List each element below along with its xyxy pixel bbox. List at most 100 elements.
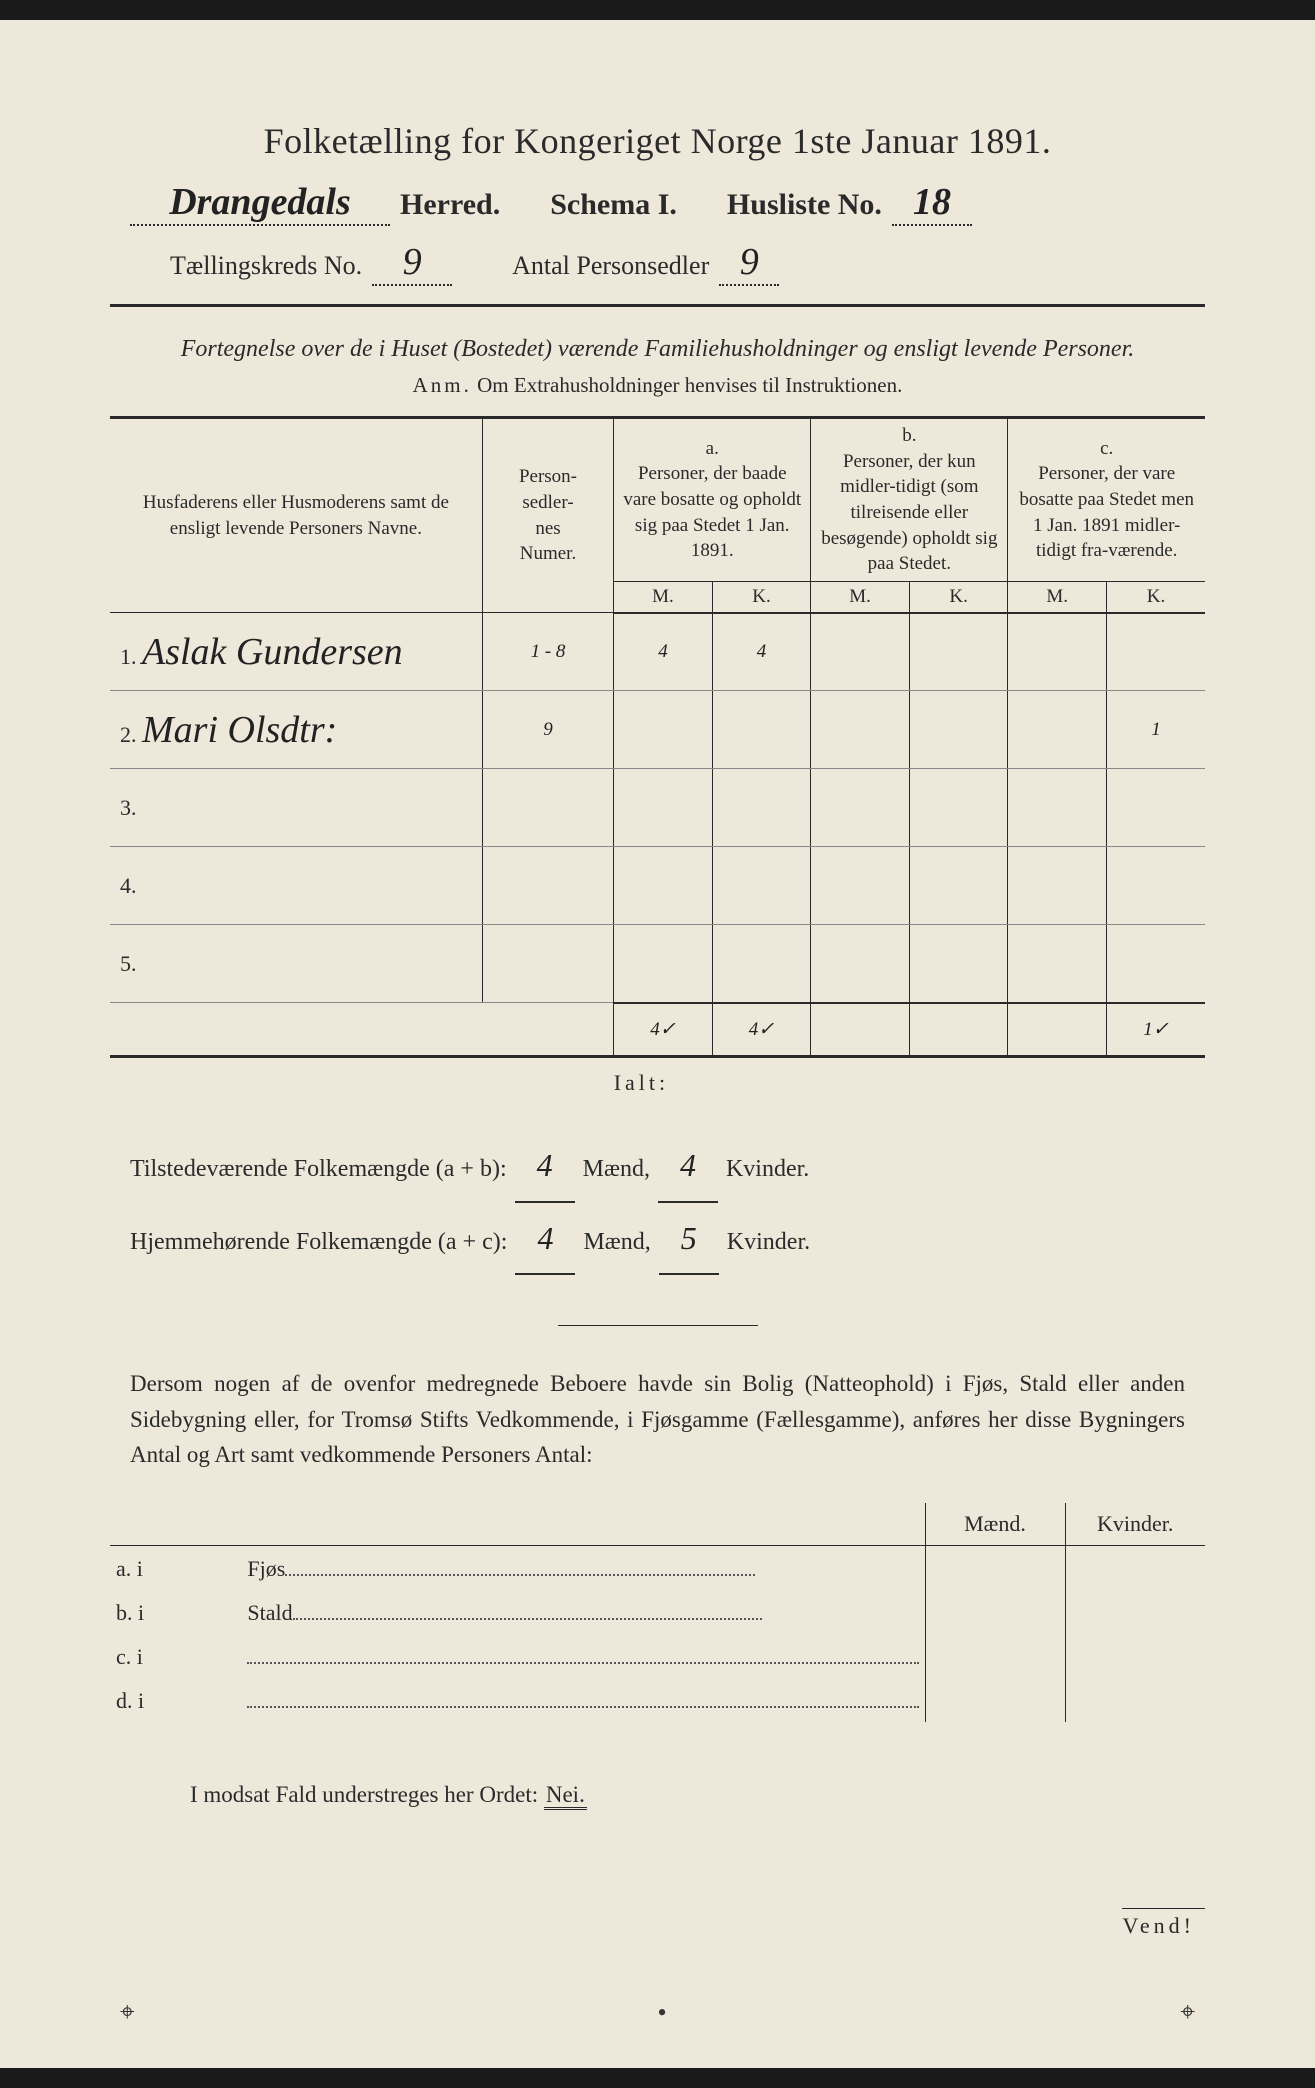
anm-label: Anm. <box>413 373 472 397</box>
antal-label: Antal Personsedler <box>512 251 709 281</box>
dot-leader <box>293 1598 763 1620</box>
maend-label: Mænd, <box>583 1216 650 1269</box>
kvinder-label: Kvinder. <box>726 1143 809 1196</box>
row-ck: 1 <box>1106 691 1205 769</box>
row-name-hw: Aslak Gundersen <box>142 631 403 673</box>
row-am <box>614 691 713 769</box>
sub-row: d. i <box>110 1678 1205 1722</box>
row-num: 4. <box>120 873 137 898</box>
hjem-k: 5 <box>659 1203 719 1275</box>
pin-mark-icon: ⌖ <box>120 1997 135 2028</box>
table-header-row-1: Husfaderens eller Husmoderens samt de en… <box>110 418 1205 582</box>
row-bk <box>909 691 1008 769</box>
nei-text: I modsat Fald understreges her Ordet: <box>190 1782 538 1807</box>
row-ck <box>1106 613 1205 691</box>
row-bm <box>811 613 910 691</box>
col-c-label: c. <box>1014 436 1199 462</box>
pin-mark-icon: • <box>658 1998 667 2028</box>
mk-b-k: K. <box>909 581 1008 613</box>
mk-b-m: M. <box>811 581 910 613</box>
herred-handwritten: Drangedals <box>130 180 390 226</box>
husliste-label: Husliste No. <box>727 188 882 222</box>
page-title: Folketælling for Kongeriget Norge 1ste J… <box>110 120 1205 162</box>
ialt-row: Ialt: <box>110 1058 1205 1108</box>
header-line-2: Drangedals Herred. Schema I. Husliste No… <box>110 180 1205 226</box>
totals-row: 4✓ 4✓ 1✓ <box>110 1003 1205 1057</box>
row-pnum: 1 - 8 <box>482 613 613 691</box>
sub-header: Mænd. Kvinder. <box>110 1503 1205 1546</box>
table-row: 2. Mari Olsdtr: 9 1 <box>110 691 1205 769</box>
total-bm <box>811 1003 910 1057</box>
total-ak: 4✓ <box>712 1003 811 1057</box>
dot-leader <box>285 1554 755 1576</box>
col-header-c: c. Personer, der vare bosatte paa Stedet… <box>1008 418 1205 582</box>
dot-leader <box>247 1686 918 1708</box>
row-num: 5. <box>120 951 137 976</box>
table-row: 5. <box>110 925 1205 1003</box>
herred-label: Herred. <box>400 188 500 222</box>
col-b-label: b. <box>817 423 1001 449</box>
nei-word: Nei. <box>544 1782 587 1810</box>
mk-a-k: K. <box>712 581 811 613</box>
col-a-text: Personer, der baade vare bosatte og opho… <box>620 461 804 564</box>
annotation-line: Anm. Om Extrahusholdninger henvises til … <box>110 373 1205 398</box>
sub-row: b. i Stald <box>110 1590 1205 1634</box>
sub-lbl: d. i <box>110 1678 241 1722</box>
table-row: 1. Aslak Gundersen 1 - 8 4 4 <box>110 613 1205 691</box>
paragraph-instructions: Dersom nogen af de ovenfor medregnede Be… <box>110 1366 1205 1473</box>
sub-lbl: a. i <box>110 1546 241 1591</box>
mk-a-m: M. <box>614 581 713 613</box>
pin-mark-icon: ⌖ <box>1180 1997 1195 2028</box>
ialt-label: Ialt: <box>614 1058 1205 1108</box>
row-am: 4 <box>614 613 713 691</box>
total-cm <box>1008 1003 1107 1057</box>
sub-txt: Fjøs <box>247 1556 285 1581</box>
tilst-label: Tilstedeværende Folkemængde (a + b): <box>130 1143 507 1196</box>
header-line-3: Tællingskreds No. 9 Antal Personsedler 9 <box>110 240 1205 307</box>
sub-table: Mænd. Kvinder. a. i Fjøs b. i Stald c. i… <box>110 1503 1205 1722</box>
mk-c-k: K. <box>1106 581 1205 613</box>
row-ak <box>712 691 811 769</box>
row-num: 1. <box>120 644 137 669</box>
col-header-num: Person- sedler- nes Numer. <box>482 418 613 613</box>
anm-text: Om Extrahusholdninger henvises til Instr… <box>477 373 902 397</box>
sub-lbl: b. i <box>110 1590 241 1634</box>
row-name-hw: Mari Olsdtr: <box>142 709 337 751</box>
sub-maend: Mænd. <box>925 1503 1065 1546</box>
hjem-label: Hjemmehørende Folkemængde (a + c): <box>130 1216 507 1269</box>
main-table: Husfaderens eller Husmoderens samt de en… <box>110 416 1205 1058</box>
kvinder-label: Kvinder. <box>727 1216 810 1269</box>
col-header-a: a. Personer, der baade vare bosatte og o… <box>614 418 811 582</box>
col-header-name: Husfaderens eller Husmoderens samt de en… <box>110 418 482 613</box>
schema-label: Schema I. <box>550 188 677 222</box>
col-b-text: Personer, der kun midler-tidigt (som til… <box>817 449 1001 577</box>
hjem-m: 4 <box>515 1203 575 1275</box>
tilst-k: 4 <box>658 1130 718 1202</box>
mk-c-m: M. <box>1008 581 1107 613</box>
census-form-page: Folketælling for Kongeriget Norge 1ste J… <box>0 20 1315 2068</box>
nei-line: I modsat Fald understreges her Ordet: Ne… <box>190 1782 1205 1808</box>
summary-block: Tilstedeværende Folkemængde (a + b): 4 M… <box>110 1130 1205 1275</box>
row-cm <box>1008 691 1107 769</box>
row-ak: 4 <box>712 613 811 691</box>
vend-label: Vend! <box>1122 1908 1205 1939</box>
col-a-label: a. <box>620 436 804 462</box>
row-pnum: 9 <box>482 691 613 769</box>
sub-row: c. i <box>110 1634 1205 1678</box>
husliste-handwritten: 18 <box>892 180 972 226</box>
sub-lbl: c. i <box>110 1634 241 1678</box>
tilst-m: 4 <box>515 1130 575 1202</box>
total-bk <box>909 1003 1008 1057</box>
sub-row: a. i Fjøs <box>110 1546 1205 1591</box>
table-row: 3. <box>110 769 1205 847</box>
total-ck: 1✓ <box>1106 1003 1205 1057</box>
summary-tilst: Tilstedeværende Folkemængde (a + b): 4 M… <box>130 1130 1185 1202</box>
row-cm <box>1008 613 1107 691</box>
sub-txt: Stald <box>247 1600 292 1625</box>
kreds-label: Tællingskreds No. <box>170 251 362 281</box>
col-c-text: Personer, der vare bosatte paa Stedet me… <box>1014 461 1199 564</box>
row-bm <box>811 691 910 769</box>
kreds-handwritten: 9 <box>372 240 452 286</box>
summary-hjem: Hjemmehørende Folkemængde (a + c): 4 Mæn… <box>130 1203 1185 1275</box>
table-row: 4. <box>110 847 1205 925</box>
